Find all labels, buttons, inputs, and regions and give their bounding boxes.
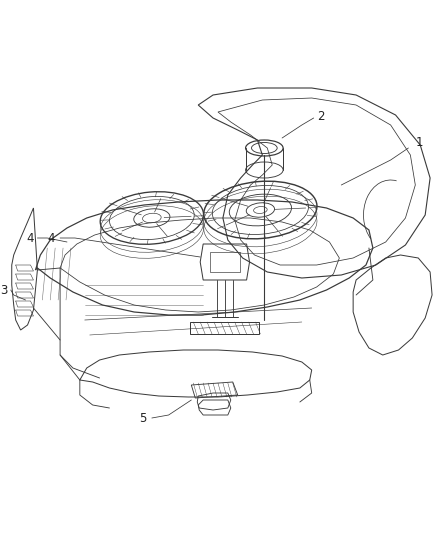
Text: 1: 1	[415, 136, 423, 149]
Text: 4: 4	[48, 231, 55, 245]
Text: 2: 2	[318, 110, 325, 124]
Text: 5: 5	[140, 411, 147, 424]
Text: 3: 3	[0, 284, 8, 296]
Text: 4: 4	[26, 231, 33, 245]
